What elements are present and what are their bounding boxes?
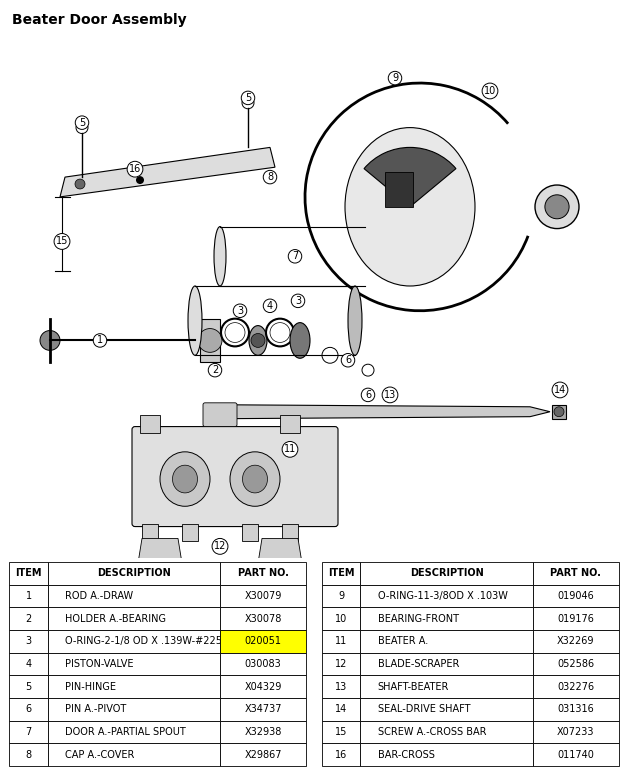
Bar — [280, 415, 300, 433]
Circle shape — [535, 185, 579, 229]
Bar — [282, 524, 298, 541]
Circle shape — [136, 176, 144, 184]
Text: 8: 8 — [267, 172, 273, 182]
Bar — [142, 524, 158, 541]
Text: 5: 5 — [245, 93, 251, 103]
Text: 7: 7 — [292, 251, 298, 261]
Polygon shape — [60, 147, 275, 197]
Polygon shape — [230, 405, 550, 419]
Bar — [242, 524, 258, 541]
Circle shape — [198, 329, 222, 353]
Text: 6: 6 — [345, 355, 351, 365]
Text: Beater Door Assembly: Beater Door Assembly — [12, 13, 187, 27]
Bar — [552, 405, 566, 419]
Wedge shape — [364, 147, 456, 207]
Text: 14: 14 — [554, 385, 566, 395]
Bar — [200, 319, 220, 362]
Ellipse shape — [214, 226, 226, 286]
Circle shape — [251, 333, 265, 347]
Text: 2: 2 — [212, 365, 218, 375]
Text: 4: 4 — [267, 301, 273, 311]
Polygon shape — [258, 538, 302, 568]
Circle shape — [75, 179, 85, 189]
Text: 11: 11 — [284, 444, 296, 454]
Text: 15: 15 — [56, 236, 68, 246]
Text: 13: 13 — [384, 390, 396, 400]
Text: 16: 16 — [129, 164, 141, 174]
Circle shape — [554, 407, 564, 417]
Ellipse shape — [160, 452, 210, 507]
Ellipse shape — [230, 452, 280, 507]
Text: 3: 3 — [295, 296, 301, 306]
Text: 10: 10 — [484, 86, 496, 96]
Text: 12: 12 — [214, 541, 226, 551]
Ellipse shape — [188, 286, 202, 355]
Bar — [182, 524, 198, 541]
Text: 9: 9 — [392, 73, 398, 83]
Ellipse shape — [345, 128, 475, 286]
Ellipse shape — [242, 465, 268, 493]
FancyBboxPatch shape — [132, 427, 338, 527]
Circle shape — [545, 195, 569, 219]
Ellipse shape — [173, 465, 198, 493]
Text: 6: 6 — [365, 390, 371, 400]
Text: 3: 3 — [237, 306, 243, 316]
Ellipse shape — [348, 286, 362, 355]
Bar — [385, 172, 413, 207]
Ellipse shape — [249, 326, 267, 355]
Circle shape — [40, 330, 60, 350]
Bar — [140, 415, 160, 433]
Text: 1: 1 — [97, 336, 103, 346]
Text: 5: 5 — [79, 118, 85, 128]
Ellipse shape — [290, 323, 310, 358]
FancyBboxPatch shape — [203, 403, 237, 427]
Polygon shape — [138, 538, 182, 568]
